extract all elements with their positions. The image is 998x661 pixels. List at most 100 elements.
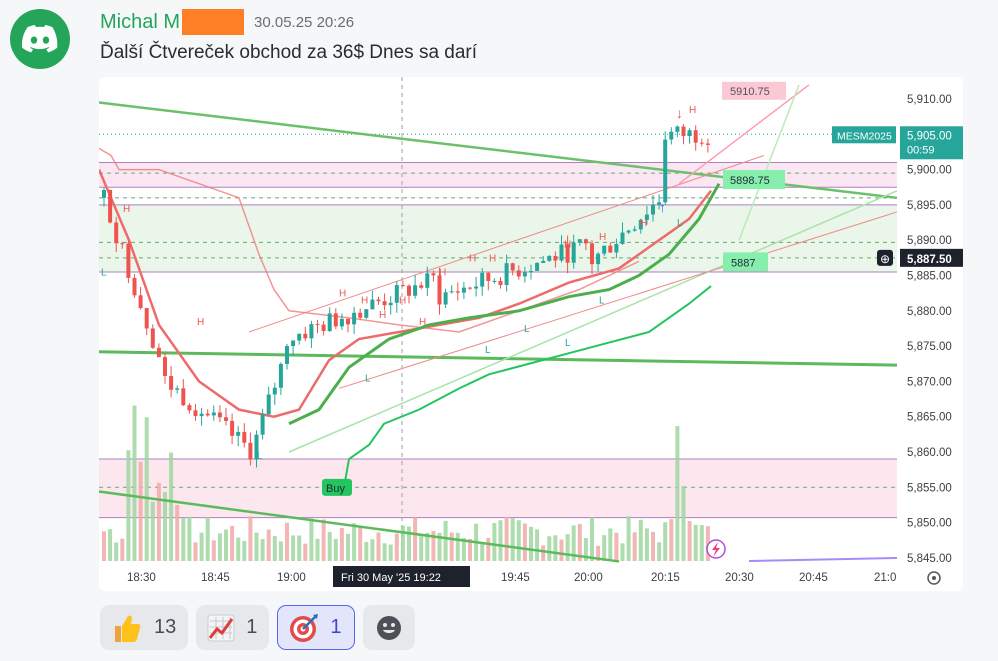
- candle-body: [449, 291, 454, 293]
- high-marker: H: [599, 232, 606, 243]
- reaction-chart-increasing[interactable]: 1: [196, 605, 270, 650]
- message-header: Michal M 30.05.25 20:26: [100, 8, 354, 36]
- volume-bar: [114, 542, 119, 561]
- settings-gear-icon: [932, 576, 936, 580]
- candle-body: [443, 292, 448, 305]
- candle-body: [156, 347, 161, 358]
- volume-bar: [638, 519, 643, 561]
- high-marker: H: [489, 253, 496, 264]
- indicator-line: [748, 557, 898, 562]
- reaction-count: 1: [246, 616, 258, 638]
- candle-body: [498, 280, 503, 286]
- candle-body: [510, 263, 515, 271]
- direct-hit-icon: [290, 613, 319, 642]
- moving-average-red: [99, 169, 712, 418]
- volume-bar: [687, 521, 692, 561]
- volume-bar: [644, 528, 649, 561]
- volume-bar: [199, 532, 204, 561]
- trailing-stop-line: [343, 285, 712, 488]
- volume-bar: [181, 517, 186, 561]
- candle-body: [352, 312, 357, 325]
- volume-bar: [211, 540, 216, 561]
- low-marker: L: [101, 268, 107, 279]
- volume-bar: [169, 452, 174, 561]
- candle-body: [266, 394, 271, 415]
- volume-bar: [364, 541, 369, 561]
- volume-bar: [260, 539, 265, 561]
- candle-body: [199, 413, 204, 417]
- volume-bar: [541, 545, 546, 561]
- candle-body: [120, 243, 125, 245]
- discord-avatar[interactable]: [10, 9, 70, 69]
- volume-bar: [596, 545, 601, 561]
- reaction-thumbs-up[interactable]: 13: [100, 605, 189, 650]
- add-reaction-button[interactable]: [362, 605, 415, 650]
- candle-body: [541, 260, 546, 263]
- volume-bar: [346, 533, 350, 561]
- volume-bar: [138, 461, 143, 561]
- candle-body: [175, 388, 180, 390]
- channel-line: [338, 211, 898, 389]
- volume-bar: [400, 525, 405, 561]
- volume-bar: [620, 543, 625, 561]
- volume-bar: [242, 540, 247, 561]
- volume-bar: [150, 501, 155, 561]
- volume-bar: [443, 520, 448, 561]
- timestamp: 30.05.25 20:26: [254, 13, 355, 31]
- volume-bar: [278, 541, 283, 561]
- sell-arrow: ↓: [676, 105, 683, 121]
- chart-image[interactable]: H H H H H H H H H H H H H H L L L L L L L L ↓ ↑ Buy 5910.75 5898.7…: [99, 77, 963, 591]
- last-price-label: 5,905.00: [907, 130, 952, 142]
- candle-body: [602, 245, 607, 254]
- channel-line: [248, 155, 765, 333]
- candle-body: [163, 357, 167, 376]
- trendline-horizontal: [99, 350, 898, 367]
- candle-body: [254, 434, 259, 460]
- candle-body: [644, 214, 649, 220]
- high-marker: H: [379, 310, 386, 321]
- volume-bar: [309, 518, 314, 561]
- candle-body: [321, 324, 326, 332]
- candle-body: [632, 229, 637, 231]
- volume-bar: [205, 517, 210, 561]
- price-tick: 5,870.00: [907, 376, 952, 388]
- volume-bar: [675, 426, 680, 561]
- candle-body: [278, 363, 283, 388]
- candle-body: [461, 287, 466, 293]
- volume-bar: [449, 532, 454, 561]
- price-tick: 5,880.00: [907, 306, 952, 318]
- candle-body: [626, 230, 631, 233]
- volume-bar: [553, 535, 558, 561]
- candle-body: [181, 388, 186, 406]
- candle-body: [608, 245, 613, 253]
- candle-body: [687, 130, 692, 137]
- thumbs-up-icon: [115, 615, 141, 642]
- volume-bar: [388, 544, 393, 561]
- candle-body: [675, 126, 680, 132]
- volume-bar: [303, 543, 308, 561]
- volume-bar: [266, 529, 271, 561]
- volume-bar: [193, 542, 198, 561]
- candle-body: [376, 299, 381, 302]
- volume-bar: [565, 534, 570, 561]
- smiley-icon: [376, 615, 401, 640]
- volume-bar: [559, 539, 564, 561]
- volume-bar: [272, 536, 277, 561]
- username[interactable]: Michal M: [100, 10, 181, 33]
- candle-body: [577, 239, 582, 243]
- volume-bar: [108, 529, 113, 561]
- discord-logo-icon: [22, 25, 58, 53]
- candle-body: [144, 308, 149, 329]
- candle-body: [382, 301, 387, 306]
- candle-body: [346, 318, 350, 325]
- volume-bar: [382, 543, 387, 561]
- candle-body: [339, 318, 344, 327]
- crosshair-price-bg: [900, 248, 963, 267]
- symbol-tag: MESM2025: [837, 130, 892, 142]
- volume-bar: [529, 526, 533, 561]
- reaction-direct-hit[interactable]: 1: [277, 605, 355, 650]
- candle-body: [663, 139, 668, 203]
- candle-body: [205, 413, 210, 416]
- high-marker: H: [439, 268, 446, 279]
- low-marker: L: [599, 296, 605, 307]
